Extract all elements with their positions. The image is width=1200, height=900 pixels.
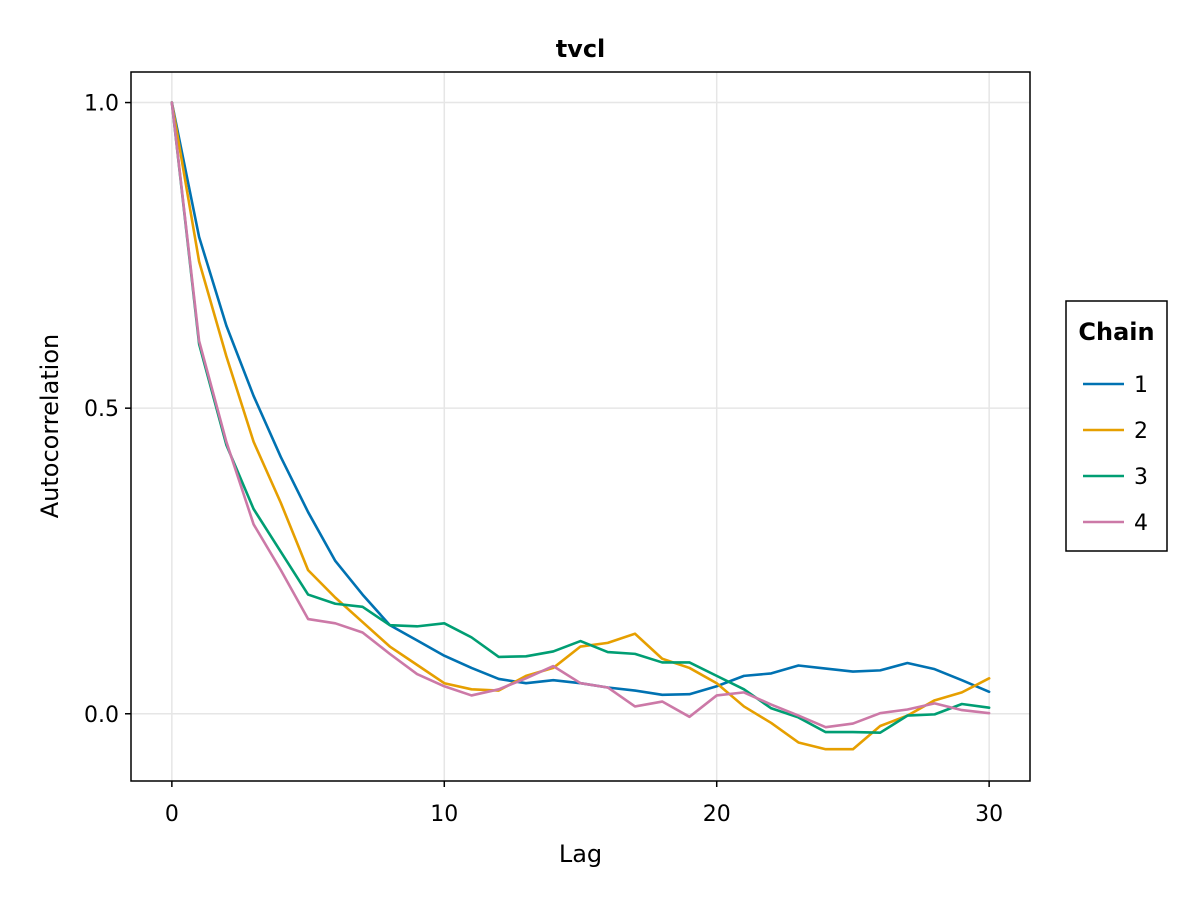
legend-label: 2 [1134,419,1148,444]
chart-title: tvcl [556,35,606,63]
y-tick-label: 0.0 [84,703,119,728]
x-tick-label: 30 [975,802,1003,827]
series-line-chain-3 [170,101,991,735]
y-tick-label: 1.0 [84,92,119,117]
legend-entry-chain-4: 4 [1083,511,1148,536]
plot-frame [130,71,1031,782]
y-axis-ticks: 0.0 0.5 1.0 [84,92,131,728]
series-lines [170,101,991,751]
legend-entry-chain-2: 2 [1083,419,1148,444]
legend-entry-chain-3: 3 [1083,465,1148,490]
y-tick-label: 0.5 [84,397,119,422]
x-tick-label: 0 [165,802,179,827]
legend-entry-chain-1: 1 [1083,373,1148,398]
y-axis-label: Autocorrelation [36,334,64,519]
legend-label: 3 [1134,465,1148,490]
legend-entries: 1 2 3 4 [1083,373,1148,536]
x-tick-label: 10 [430,802,458,827]
x-axis-ticks: 0 10 20 30 [165,781,1003,827]
legend-label: 4 [1134,511,1148,536]
series-line-chain-2 [170,101,991,751]
series-line-chain-1 [170,101,991,697]
series-line-chain-4 [170,101,991,729]
x-axis-label: Lag [559,840,602,868]
grid [131,72,1030,781]
legend-title: Chain [1078,318,1154,346]
x-tick-label: 20 [703,802,731,827]
legend: Chain 1 2 3 4 [1065,300,1168,552]
legend-label: 1 [1134,373,1148,398]
legend-box [1065,300,1168,552]
